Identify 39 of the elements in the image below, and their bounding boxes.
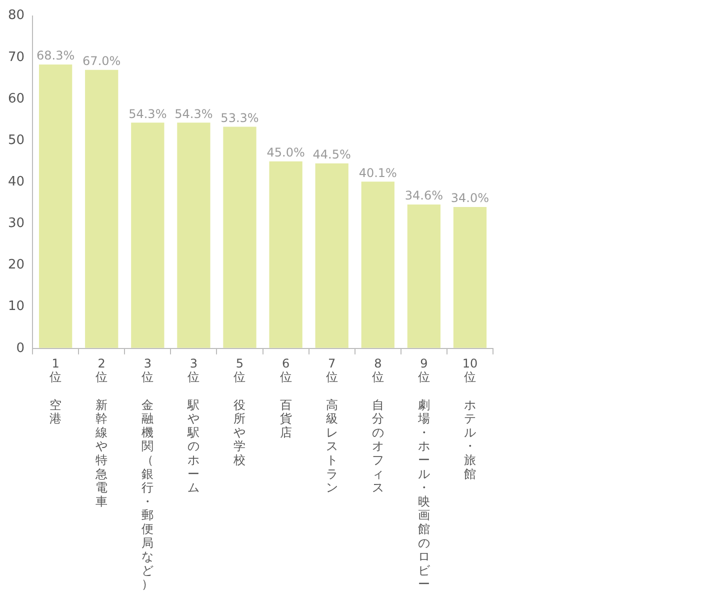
y-tick-label: 40 bbox=[8, 174, 25, 190]
bar bbox=[177, 122, 210, 348]
category-label: 9位劇場・ホール・映画館のロビー bbox=[418, 356, 430, 592]
data-label: 34.6% bbox=[404, 188, 443, 203]
data-label: 34.0% bbox=[450, 191, 490, 206]
y-tick-label: 30 bbox=[8, 216, 25, 232]
data-label: 67.0% bbox=[82, 54, 121, 68]
y-tick-label: 70 bbox=[8, 50, 25, 65]
bar bbox=[223, 126, 256, 348]
category-label: 8位自分のオフィス bbox=[372, 356, 384, 495]
data-label: 54.3% bbox=[128, 106, 167, 121]
bar bbox=[407, 204, 441, 348]
y-tick-label: 60 bbox=[8, 91, 25, 106]
x-tick-label: 6位百貨店 bbox=[280, 356, 292, 440]
data-label: 44.5% bbox=[312, 148, 351, 162]
y-tick-label: 20 bbox=[8, 258, 25, 273]
bar bbox=[315, 163, 348, 348]
data-label: 53.3% bbox=[220, 110, 259, 125]
bar bbox=[38, 64, 72, 348]
x-tick-label: 10位ホテル・旅館 bbox=[462, 356, 478, 481]
bar bbox=[453, 207, 487, 348]
bar bbox=[269, 161, 302, 348]
category-label: 2位新幹線や特急電車 bbox=[96, 356, 108, 508]
bar bbox=[85, 70, 118, 348]
y-tick-label: 0 bbox=[16, 340, 25, 356]
data-label: 54.3% bbox=[174, 106, 213, 121]
category-label: 3位駅や駅のホーム bbox=[188, 356, 200, 495]
data-label: 45.0% bbox=[266, 145, 305, 160]
x-tick-label: 1位空港 bbox=[50, 356, 62, 426]
y-tick-label: 50 bbox=[8, 132, 25, 148]
data-label: 68.3% bbox=[36, 48, 75, 63]
category-label: 3位金融機関（銀行・郵便局など） bbox=[142, 356, 154, 592]
bar bbox=[361, 182, 394, 348]
x-tick-label: 5位役所や学校 bbox=[232, 356, 246, 468]
data-label: 40.1% bbox=[358, 166, 397, 180]
y-tick-label: 10 bbox=[8, 299, 25, 314]
category-label: 7位高級レストラン bbox=[326, 356, 338, 495]
bar bbox=[131, 122, 164, 348]
y-tick-label: 80 bbox=[8, 8, 25, 24]
